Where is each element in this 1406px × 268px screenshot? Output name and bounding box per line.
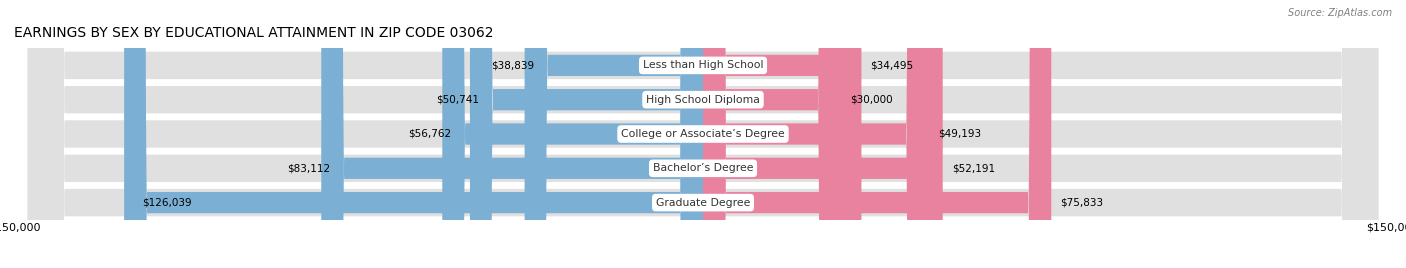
FancyBboxPatch shape — [703, 0, 862, 268]
FancyBboxPatch shape — [28, 0, 1378, 268]
FancyBboxPatch shape — [28, 0, 1378, 268]
Text: $52,191: $52,191 — [952, 163, 995, 173]
FancyBboxPatch shape — [443, 0, 703, 268]
Text: EARNINGS BY SEX BY EDUCATIONAL ATTAINMENT IN ZIP CODE 03062: EARNINGS BY SEX BY EDUCATIONAL ATTAINMEN… — [14, 26, 494, 40]
Text: Source: ZipAtlas.com: Source: ZipAtlas.com — [1288, 8, 1392, 18]
FancyBboxPatch shape — [703, 0, 841, 268]
FancyBboxPatch shape — [124, 0, 703, 268]
Text: College or Associate’s Degree: College or Associate’s Degree — [621, 129, 785, 139]
Text: $56,762: $56,762 — [408, 129, 451, 139]
FancyBboxPatch shape — [322, 0, 703, 268]
Text: $50,741: $50,741 — [436, 95, 479, 105]
Text: $30,000: $30,000 — [851, 95, 893, 105]
Text: $38,839: $38,839 — [491, 60, 534, 70]
FancyBboxPatch shape — [524, 0, 703, 268]
Text: $34,495: $34,495 — [870, 60, 914, 70]
FancyBboxPatch shape — [703, 0, 1052, 268]
FancyBboxPatch shape — [470, 0, 703, 268]
Text: $126,039: $126,039 — [142, 198, 193, 208]
Text: Graduate Degree: Graduate Degree — [655, 198, 751, 208]
Text: High School Diploma: High School Diploma — [647, 95, 759, 105]
Text: Less than High School: Less than High School — [643, 60, 763, 70]
Text: $75,833: $75,833 — [1060, 198, 1104, 208]
FancyBboxPatch shape — [28, 0, 1378, 268]
FancyBboxPatch shape — [703, 0, 942, 268]
FancyBboxPatch shape — [28, 0, 1378, 268]
FancyBboxPatch shape — [28, 0, 1378, 268]
Text: $49,193: $49,193 — [938, 129, 981, 139]
FancyBboxPatch shape — [703, 0, 929, 268]
Text: Bachelor’s Degree: Bachelor’s Degree — [652, 163, 754, 173]
Text: $83,112: $83,112 — [287, 163, 330, 173]
